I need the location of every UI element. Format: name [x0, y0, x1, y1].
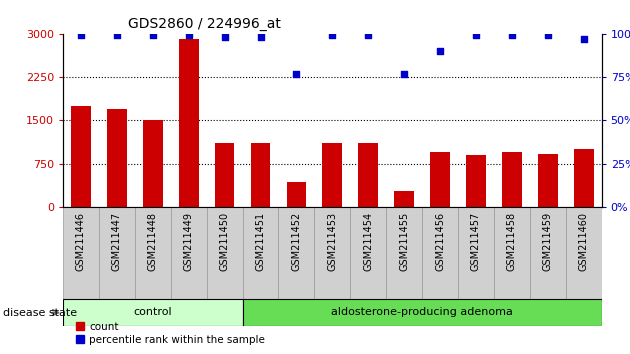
Point — [399, 71, 409, 76]
FancyBboxPatch shape — [314, 207, 350, 299]
Point — [542, 33, 553, 38]
Legend: count, percentile rank within the sample: count, percentile rank within the sample — [71, 317, 269, 349]
Point — [76, 33, 86, 38]
FancyBboxPatch shape — [207, 207, 243, 299]
Bar — [502, 152, 522, 207]
Bar — [179, 39, 198, 207]
Bar — [430, 152, 450, 207]
FancyBboxPatch shape — [350, 207, 386, 299]
Text: GSM211452: GSM211452 — [292, 212, 301, 271]
Bar — [358, 143, 378, 207]
FancyBboxPatch shape — [386, 207, 422, 299]
Bar — [71, 106, 91, 207]
FancyBboxPatch shape — [171, 207, 207, 299]
Text: GSM211446: GSM211446 — [76, 212, 86, 271]
Point — [471, 33, 481, 38]
Text: GSM211459: GSM211459 — [543, 212, 553, 271]
Text: GSM211448: GSM211448 — [148, 212, 158, 271]
Text: GSM211456: GSM211456 — [435, 212, 445, 271]
FancyBboxPatch shape — [63, 299, 243, 326]
FancyBboxPatch shape — [63, 207, 99, 299]
Text: GSM211455: GSM211455 — [399, 212, 409, 271]
Point — [219, 34, 229, 40]
FancyBboxPatch shape — [278, 207, 314, 299]
FancyBboxPatch shape — [458, 207, 494, 299]
Point — [184, 33, 194, 38]
Point — [507, 33, 517, 38]
Text: GSM211447: GSM211447 — [112, 212, 122, 271]
Bar — [538, 154, 558, 207]
Point — [256, 34, 266, 40]
Point — [147, 33, 158, 38]
Bar — [215, 143, 234, 207]
Bar — [287, 182, 306, 207]
Bar — [574, 149, 593, 207]
FancyBboxPatch shape — [99, 207, 135, 299]
Text: GSM211453: GSM211453 — [328, 212, 337, 271]
Bar — [251, 143, 270, 207]
FancyBboxPatch shape — [530, 207, 566, 299]
Point — [328, 33, 338, 38]
Point — [363, 33, 373, 38]
Point — [435, 48, 445, 54]
FancyBboxPatch shape — [566, 207, 602, 299]
Text: GDS2860 / 224996_at: GDS2860 / 224996_at — [128, 17, 280, 31]
FancyBboxPatch shape — [135, 207, 171, 299]
Text: disease state: disease state — [3, 308, 77, 318]
Bar — [143, 120, 163, 207]
Text: GSM211454: GSM211454 — [364, 212, 373, 271]
Bar — [323, 143, 342, 207]
Text: GSM211460: GSM211460 — [579, 212, 588, 271]
Point — [291, 71, 301, 76]
Bar — [107, 109, 127, 207]
FancyBboxPatch shape — [494, 207, 530, 299]
Text: GSM211451: GSM211451 — [256, 212, 265, 271]
Point — [112, 33, 122, 38]
Text: aldosterone-producing adenoma: aldosterone-producing adenoma — [331, 307, 513, 318]
Bar — [466, 155, 486, 207]
FancyBboxPatch shape — [243, 207, 278, 299]
Text: GSM211450: GSM211450 — [220, 212, 229, 271]
Text: GSM211449: GSM211449 — [184, 212, 193, 271]
Text: control: control — [134, 307, 172, 318]
Text: GSM211458: GSM211458 — [507, 212, 517, 271]
Bar — [394, 192, 414, 207]
FancyBboxPatch shape — [243, 299, 602, 326]
FancyBboxPatch shape — [422, 207, 458, 299]
Point — [578, 36, 588, 42]
Text: GSM211457: GSM211457 — [471, 212, 481, 271]
